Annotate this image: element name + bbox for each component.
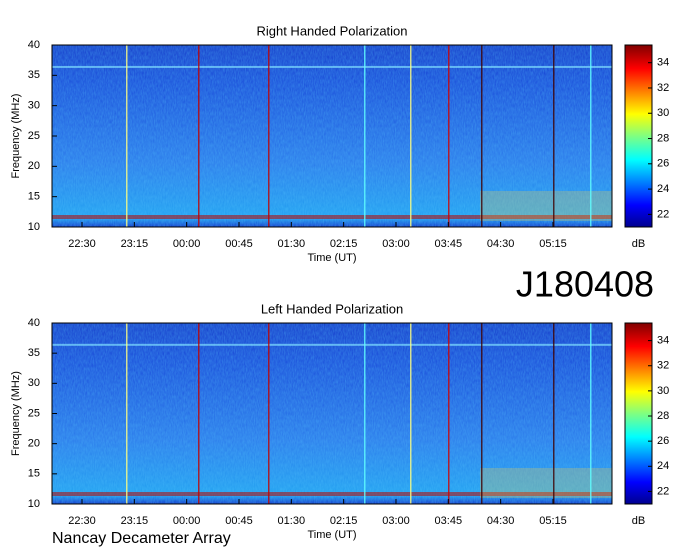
streak <box>553 323 555 504</box>
x-axis-label: Time (UT) <box>307 529 356 541</box>
x-tick-label: 00:45 <box>225 515 253 527</box>
colorbar-tick-label: 32 <box>657 360 669 372</box>
y-axis-label: Frequency (MHz) <box>10 94 22 179</box>
spectrogram-texture <box>52 45 612 227</box>
band <box>52 65 612 68</box>
y-tick-label: 15 <box>28 468 40 480</box>
colorbar-tick-label: 34 <box>657 335 669 347</box>
x-tick-label: 23:15 <box>121 515 149 527</box>
instrument-name: Nancay Decameter Array <box>52 530 231 547</box>
streak <box>126 45 128 227</box>
colorbar-label: dB <box>632 238 645 250</box>
colorbar-tick-label: 34 <box>657 57 669 69</box>
x-tick-label: 22:30 <box>68 515 96 527</box>
colorbar <box>624 44 653 228</box>
x-tick-label: 01:30 <box>278 515 306 527</box>
colorbar-tick-label: 30 <box>657 385 669 397</box>
x-tick-label: 02:15 <box>330 238 358 250</box>
streak <box>268 45 270 227</box>
y-tick-label: 20 <box>28 160 40 172</box>
x-tick-label: 04:30 <box>487 238 515 250</box>
y-tick-label: 30 <box>28 377 40 389</box>
streak <box>553 45 555 227</box>
observation-id: J180408 <box>516 264 654 305</box>
colorbar-tick-label: 24 <box>657 183 669 195</box>
y-tick-label: 25 <box>28 130 40 142</box>
x-axis-label: Time (UT) <box>307 252 356 264</box>
x-tick-label: 23:15 <box>121 238 149 250</box>
y-axis-label: Frequency (MHz) <box>10 371 22 456</box>
colorbar-tick-label: 26 <box>657 435 669 447</box>
x-tick-label: 01:30 <box>278 238 306 250</box>
spectrogram <box>52 45 612 227</box>
x-tick-label: 03:00 <box>382 238 410 250</box>
streak <box>126 323 128 504</box>
band <box>480 191 612 221</box>
spectrogram-texture <box>52 323 612 504</box>
y-tick-label: 35 <box>28 347 40 359</box>
streak <box>410 45 412 227</box>
y-tick-label: 20 <box>28 438 40 450</box>
streak <box>268 323 270 504</box>
streak <box>198 45 200 227</box>
y-tick-label: 30 <box>28 100 40 112</box>
x-tick-label: 03:45 <box>435 238 463 250</box>
y-tick-label: 15 <box>28 191 40 203</box>
streak <box>410 323 412 504</box>
streak <box>590 323 592 504</box>
x-tick-label: 04:30 <box>487 515 515 527</box>
x-tick-label: 22:30 <box>68 238 96 250</box>
panel-title: Left Handed Polarization <box>261 301 403 316</box>
streak <box>590 45 592 227</box>
x-tick-label: 03:00 <box>382 515 410 527</box>
y-tick-label: 10 <box>28 221 40 233</box>
streak <box>481 323 483 504</box>
spectrogram <box>52 323 612 504</box>
x-tick-label: 05:15 <box>539 238 567 250</box>
band <box>52 343 612 346</box>
colorbar-tick-label: 32 <box>657 82 669 94</box>
streak <box>364 45 366 227</box>
colorbar-tick-label: 22 <box>657 485 669 497</box>
colorbar-tick-label: 26 <box>657 158 669 170</box>
panel-title: Right Handed Polarization <box>256 23 407 38</box>
colorbar-tick-label: 30 <box>657 107 669 119</box>
streak <box>198 323 200 504</box>
band <box>52 215 612 219</box>
colorbar-label: dB <box>632 515 645 527</box>
streak <box>448 45 450 227</box>
y-tick-label: 10 <box>28 498 40 510</box>
x-tick-label: 02:15 <box>330 515 358 527</box>
x-tick-label: 03:45 <box>435 515 463 527</box>
streak <box>481 45 483 227</box>
y-tick-label: 25 <box>28 407 40 419</box>
colorbar-tick-label: 24 <box>657 460 669 472</box>
colorbar-tick-label: 28 <box>657 410 669 422</box>
colorbar-tick-label: 28 <box>657 132 669 144</box>
y-tick-label: 40 <box>28 317 40 329</box>
x-tick-label: 00:45 <box>225 238 253 250</box>
x-tick-label: 05:15 <box>539 515 567 527</box>
streak <box>364 323 366 504</box>
band <box>52 492 612 496</box>
y-tick-label: 40 <box>28 39 40 51</box>
x-tick-label: 00:00 <box>173 515 201 527</box>
x-tick-label: 00:00 <box>173 238 201 250</box>
colorbar-tick-label: 22 <box>657 208 669 220</box>
streak <box>448 323 450 504</box>
colorbar <box>624 322 653 505</box>
y-tick-label: 35 <box>28 69 40 81</box>
band <box>480 468 612 498</box>
